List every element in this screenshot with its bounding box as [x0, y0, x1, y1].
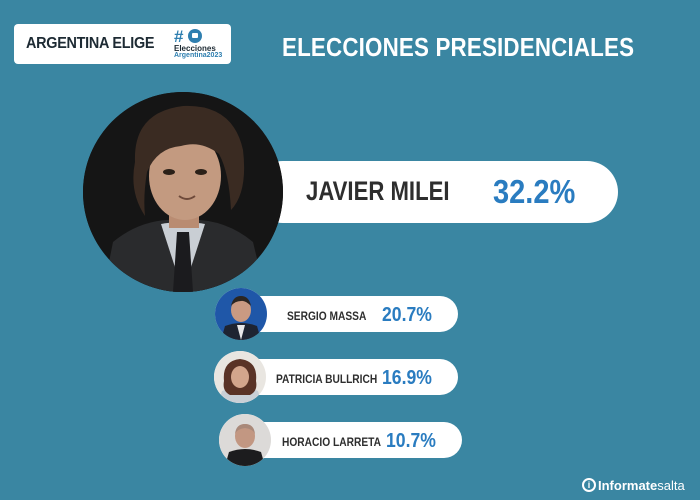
candidate-pill [240, 359, 458, 395]
candidate-percent: 16.9% [382, 367, 432, 389]
brand-logo: i Informate salta [582, 476, 685, 494]
brand-light: salta [657, 477, 685, 493]
candidate-avatar [219, 414, 271, 466]
candidate-avatar [215, 288, 267, 340]
candidate-name: PATRICIA BULLRICH [276, 372, 378, 386]
page-title: ELECCIONES PRESIDENCIALES [282, 32, 635, 62]
portrait-photo-icon [214, 351, 266, 403]
info-icon: i [582, 478, 596, 492]
logo-line1: Elecciones [174, 44, 216, 53]
badge-label: ARGENTINA ELIGE [26, 35, 155, 52]
portrait-photo-icon [219, 414, 271, 466]
hash-icon: # [174, 27, 184, 46]
logo-line2: Argentina2023 [174, 52, 223, 59]
portrait-photo-icon [83, 92, 283, 292]
winner-name: JAVIER MILEI [306, 176, 450, 206]
elecciones-logo: # Elecciones Argentina2023 [174, 27, 230, 62]
candidate-name: SERGIO MASSA [287, 309, 367, 323]
winner-photo [83, 92, 283, 292]
candidate-percent: 10.7% [386, 430, 436, 452]
winner-percent: 32.2% [493, 173, 576, 210]
candidate-percent: 20.7% [382, 304, 432, 326]
header-badge: ARGENTINA ELIGE # Elecciones Argentina20… [14, 24, 231, 64]
candidate-name: HORACIO LARRETA [282, 435, 381, 449]
candidate-pill [240, 296, 458, 332]
candidate-pill [240, 422, 462, 458]
portrait-photo-icon [215, 288, 267, 340]
winner-result-pill [252, 161, 618, 223]
candidate-avatar [214, 351, 266, 403]
ballot-box-icon [188, 29, 202, 43]
brand-strong: Informate [598, 477, 658, 493]
